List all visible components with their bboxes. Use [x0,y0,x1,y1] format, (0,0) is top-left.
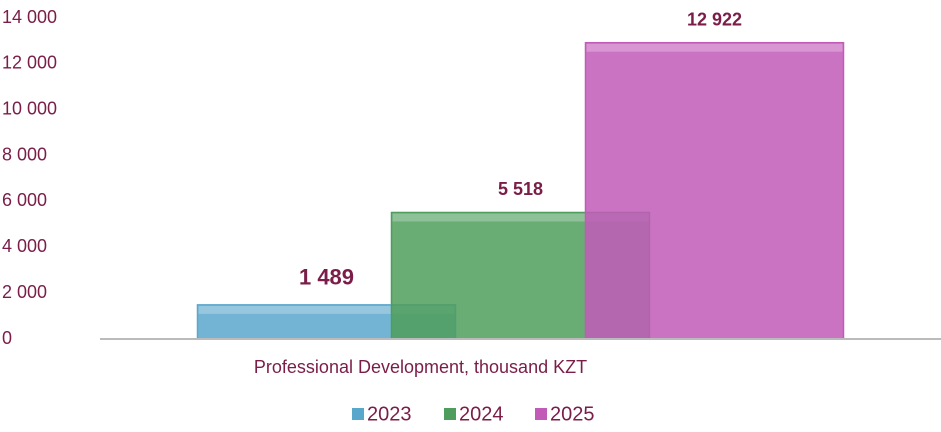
bar-bevel [586,43,843,52]
legend-swatch [352,408,364,420]
bar-bevel [198,305,455,314]
y-tick-label: 8 000 [2,144,47,164]
y-tick-label: 6 000 [2,190,47,210]
y-tick-label: 2 000 [2,282,47,302]
legend-label: 2023 [367,403,412,425]
data-label: 1 489 [299,265,354,290]
legend-label: 2024 [459,403,504,425]
y-tick-label: 0 [2,328,12,348]
y-tick-label: 4 000 [2,236,47,256]
data-label: 5 518 [498,179,543,199]
x-tick-label: Professional Development, thousand KZT [254,357,587,377]
legend-swatch [444,408,456,420]
y-tick-label: 12 000 [2,53,57,73]
y-tick-label: 10 000 [2,98,57,118]
y-tick-label: 14 000 [2,7,57,27]
legend-swatch [535,408,547,420]
data-label: 12 922 [687,9,742,29]
legend-label: 2025 [550,403,595,425]
bar-bevel [392,213,649,222]
bar [584,41,845,340]
